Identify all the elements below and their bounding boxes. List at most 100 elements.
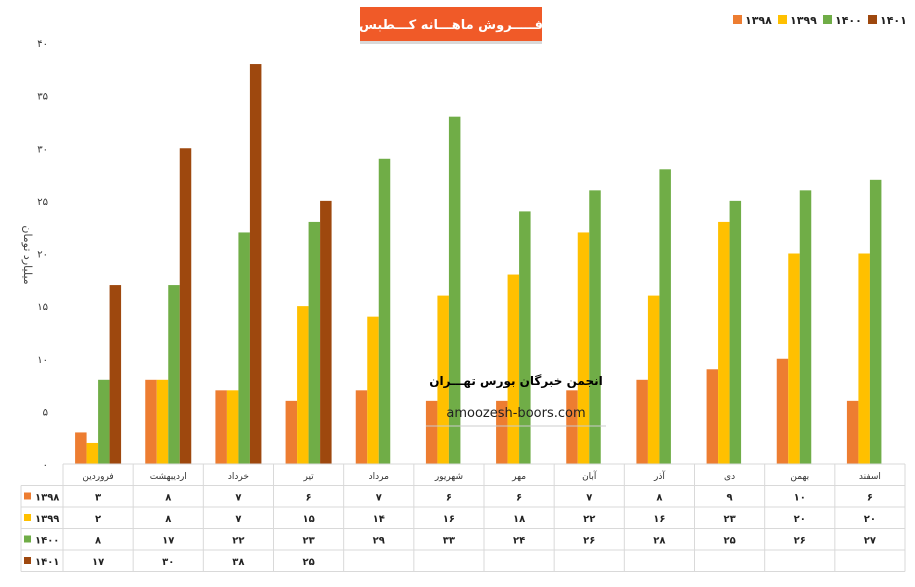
table-cell: ۶ <box>867 493 873 504</box>
table-row-header: ۱۳۹۸ <box>35 493 59 504</box>
bar <box>75 432 87 464</box>
bar <box>320 200 332 464</box>
table-row-header: ۱۳۹۹ <box>35 514 59 525</box>
table-category-label: اردیبهشت <box>150 472 187 482</box>
table-row-swatch <box>24 514 31 521</box>
bar <box>846 400 859 464</box>
legend-swatch <box>868 15 877 24</box>
table-cell: ۱۸ <box>513 514 525 525</box>
table-cell: ۳ <box>95 493 101 504</box>
table-category-label: آبان <box>582 470 597 482</box>
bar <box>98 379 110 464</box>
table-category-label: دی <box>724 472 735 482</box>
bar <box>215 390 227 464</box>
table-cell: ۹ <box>727 493 733 504</box>
bar <box>145 379 157 464</box>
table-cell: ۷ <box>586 493 592 504</box>
table-category-label: خرداد <box>228 472 249 482</box>
table-cell: ۳۰ <box>162 557 174 568</box>
bar <box>659 169 671 465</box>
chart-title-box: فـــــروش ماهـــانه کـــطبس <box>359 7 543 44</box>
table-cell: ۲۸ <box>653 536 665 547</box>
table-cell: ۱۷ <box>92 557 104 568</box>
bar <box>168 285 180 464</box>
table-category-label: شهریور <box>434 472 463 482</box>
table-row-header: ۱۴۰۱ <box>35 557 59 568</box>
table-cell: ۶ <box>446 493 452 504</box>
bar <box>869 179 882 464</box>
bar <box>308 221 321 464</box>
y-tick-label: ۱۵ <box>37 302 48 313</box>
chart-title: فـــــروش ماهـــانه کـــطبس <box>359 18 543 33</box>
table-cell: ۲ <box>95 514 101 525</box>
table-cell: ۷ <box>235 514 241 525</box>
table-cell: ۲۲ <box>232 536 244 547</box>
legend-label: ۱۴۰۰ <box>835 14 862 27</box>
table-cell: ۸ <box>165 514 171 525</box>
bar <box>858 253 870 464</box>
bar <box>425 400 438 464</box>
y-axis-label: میلیارد تومان <box>21 225 34 284</box>
table-cell: ۲۶ <box>794 536 806 547</box>
bar <box>378 158 391 464</box>
table-row-swatch <box>24 535 31 543</box>
table-cell: ۱۶ <box>443 514 455 525</box>
y-tick-label: ۲۵ <box>37 197 48 208</box>
table-cell: ۱۷ <box>162 536 174 547</box>
table-category-label: اسفند <box>859 472 881 482</box>
table-category-label: آذر <box>653 470 665 482</box>
legend: ۱۳۹۸ ۱۳۹۹ ۱۴۰۰ ۱۴۰۱ <box>733 14 907 27</box>
bar <box>589 190 601 464</box>
bar <box>496 400 508 464</box>
table-row-header: ۱۴۰۰ <box>35 536 59 547</box>
table-cell: ۶ <box>516 493 522 504</box>
legend-swatch <box>823 15 832 24</box>
bar <box>448 116 461 465</box>
bar <box>249 64 262 465</box>
plot-area <box>63 64 905 465</box>
table-cell: ۱۴ <box>373 514 385 525</box>
bar <box>776 358 789 464</box>
table-category-label: فروردین <box>82 472 113 482</box>
bar <box>566 390 578 464</box>
table-cell: ۷ <box>376 493 382 504</box>
y-tick-label: ۲۰ <box>37 250 48 261</box>
table-cell: ۲۷ <box>864 536 876 547</box>
table-cell: ۱۶ <box>653 514 665 525</box>
y-tick-label: ۴۰ <box>37 39 48 50</box>
watermark: انجمن خبرگان بورس تهـــران amoozesh-boor… <box>426 374 606 427</box>
legend-swatch <box>778 15 787 24</box>
bar <box>355 390 368 464</box>
y-tick-label: ۵ <box>43 407 48 418</box>
table-cell: ۱۰ <box>794 493 806 504</box>
table-category-label: بهمن <box>790 472 809 482</box>
bar <box>156 379 169 464</box>
table-cell: ۱۵ <box>302 514 314 525</box>
table-cell: ۳۸ <box>232 557 244 568</box>
watermark-title: انجمن خبرگان بورس تهـــران <box>429 374 602 389</box>
bar <box>507 274 520 464</box>
bar <box>799 190 812 464</box>
legend-label: ۱۳۹۹ <box>790 14 817 27</box>
legend-label: ۱۳۹۸ <box>745 14 772 27</box>
table-cell: ۲۵ <box>723 536 735 547</box>
bar <box>109 285 122 464</box>
bar <box>519 211 531 464</box>
bar <box>86 442 99 464</box>
table-category-label: مرداد <box>369 472 389 482</box>
bar <box>706 369 719 464</box>
table-cell: ۷ <box>235 493 241 504</box>
table-row-swatch <box>24 557 31 564</box>
y-tick-label: ۰ <box>43 460 48 471</box>
bar <box>788 253 800 464</box>
table-cell: ۲۴ <box>513 536 525 547</box>
table-category-label: مهر <box>511 472 526 482</box>
table-cell: ۲۲ <box>583 514 595 525</box>
legend-label: ۱۴۰۱ <box>880 14 907 27</box>
table-cell: ۸ <box>95 536 101 547</box>
y-tick-label: ۱۰ <box>37 355 48 366</box>
table-cell: ۲۳ <box>723 514 735 525</box>
bar <box>285 400 298 464</box>
bar <box>577 232 590 464</box>
bar <box>297 306 309 464</box>
